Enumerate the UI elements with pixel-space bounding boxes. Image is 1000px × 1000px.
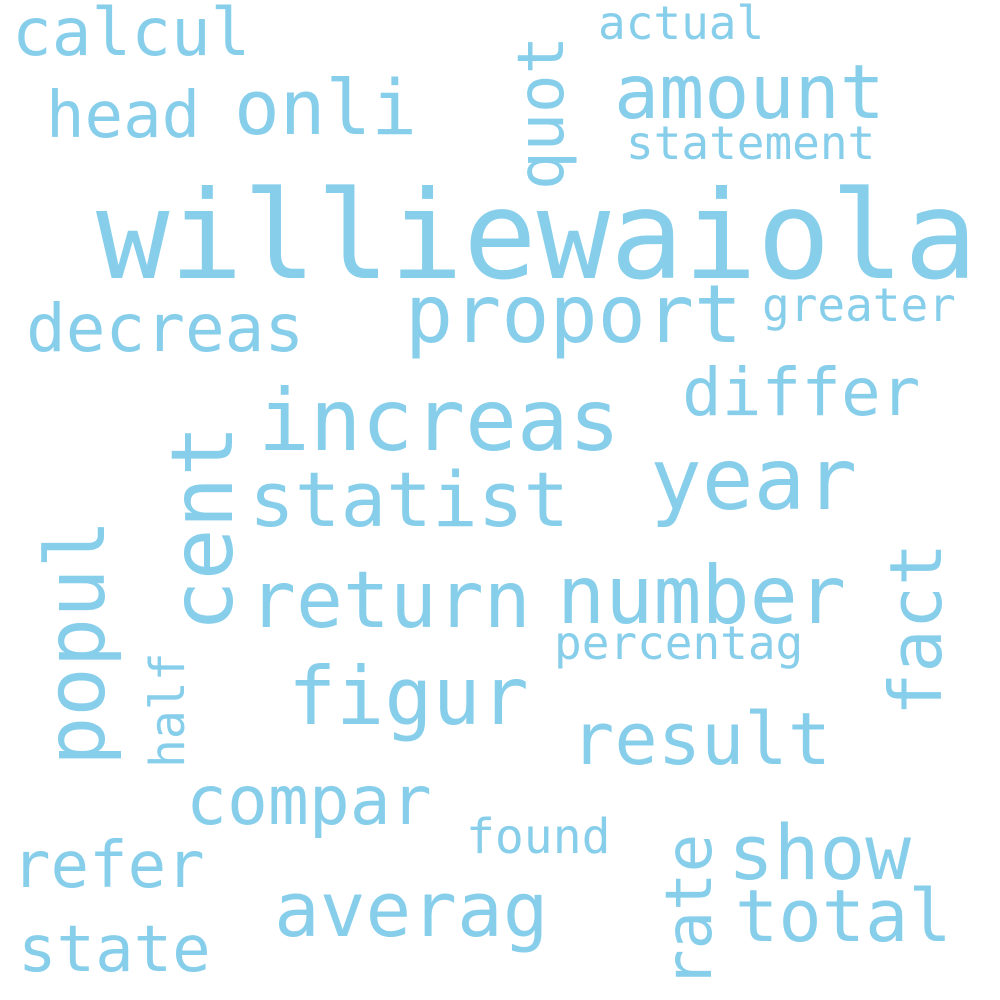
word-found: found	[466, 809, 611, 865]
word-return: return	[249, 556, 531, 646]
word-refer: refer	[12, 829, 205, 903]
word-half: half	[140, 652, 196, 768]
word-amount: amount	[614, 48, 885, 136]
word-fact: fact	[874, 542, 958, 716]
word-statement: statement	[626, 116, 876, 170]
word-increas: increas	[258, 371, 621, 471]
word-quot: quot	[505, 35, 579, 190]
word-decreas: decreas	[26, 290, 305, 367]
word-show: show	[728, 808, 912, 897]
word-popul: popul	[29, 519, 124, 766]
word-year: year	[650, 430, 858, 530]
word-head: head	[46, 79, 201, 153]
word-percentag: percentag	[554, 616, 804, 670]
word-cent: cent	[153, 424, 253, 632]
word-averag: averag	[274, 865, 549, 954]
word-proport: proport	[405, 268, 743, 361]
word-figur: figur	[288, 650, 529, 743]
word-greater: greater	[762, 278, 956, 332]
word-actual: actual	[598, 0, 765, 50]
word-statist: statist	[249, 455, 570, 544]
word-differ: differ	[682, 354, 921, 431]
word-state: state	[18, 913, 211, 987]
word-rate: rate	[653, 833, 727, 988]
word-number: number	[557, 549, 846, 642]
word-result: result	[571, 697, 832, 781]
word-compar: compar	[186, 762, 432, 841]
word-calcul: calcul	[12, 0, 251, 71]
word-total: total	[735, 874, 952, 958]
word-williewaiola: williewaiola	[96, 165, 978, 307]
word-onli: onli	[234, 63, 418, 152]
